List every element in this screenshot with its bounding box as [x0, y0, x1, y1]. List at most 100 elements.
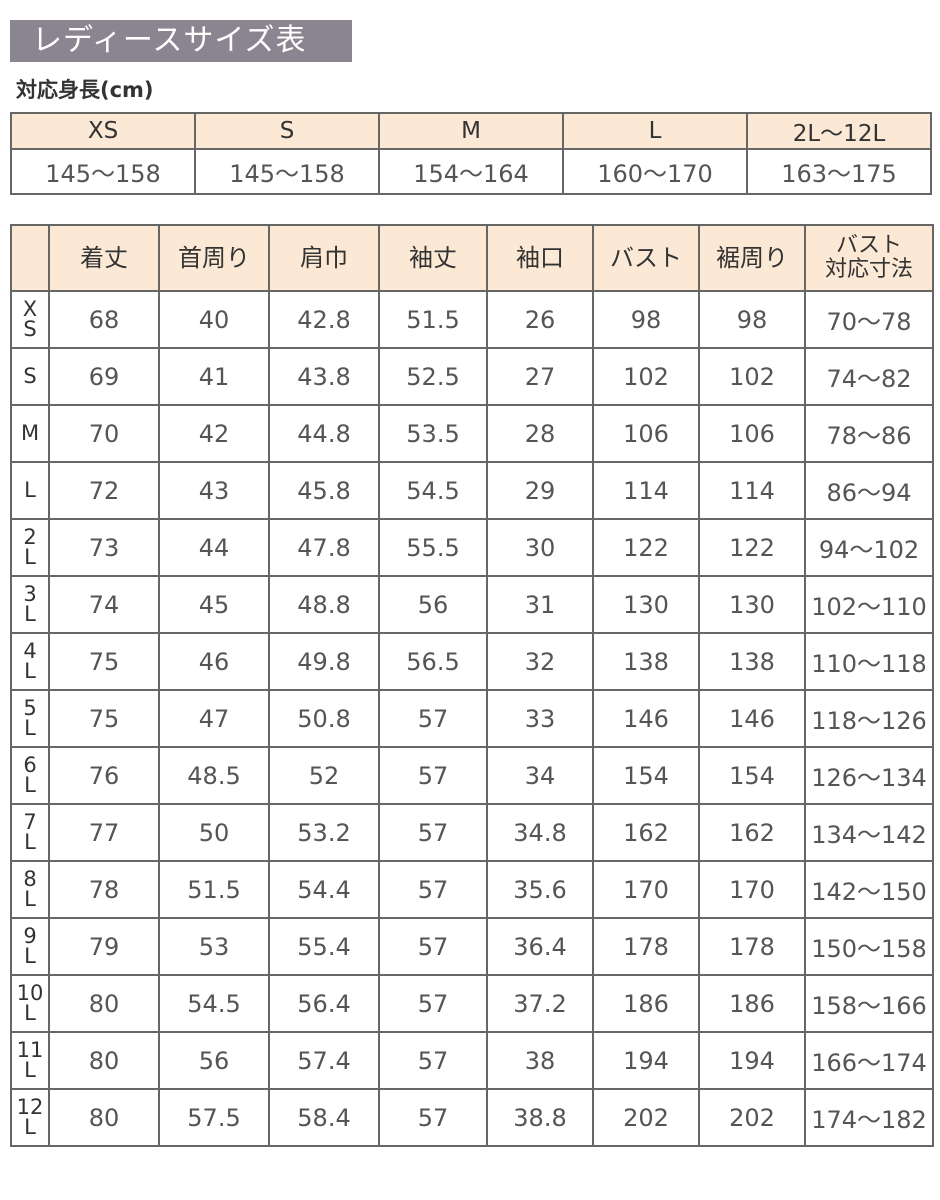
- table-cell: 68: [48, 290, 160, 349]
- table-cell: 126〜134: [804, 746, 934, 805]
- table-cell: 186: [698, 974, 806, 1033]
- table-cell: 118〜126: [804, 689, 934, 748]
- size-table: 着丈 首周り 肩巾 袖丈 袖口 バスト 裾周り バスト 対応寸法 X S 68 40 42.8 51.…: [10, 224, 934, 1147]
- table-cell: 74〜82: [804, 347, 934, 406]
- table-row: 7 L 77 50 53.2 57 34.8 162 162 134〜142: [10, 803, 934, 862]
- table-cell: 47.8: [268, 518, 380, 577]
- table-cell: 106: [698, 404, 806, 463]
- table-cell: 55.5: [378, 518, 488, 577]
- table-cell: 138: [698, 632, 806, 691]
- table-cell: 80: [48, 1031, 160, 1090]
- table-cell: 73: [48, 518, 160, 577]
- table-cell: 30: [486, 518, 594, 577]
- table-cell: 94〜102: [804, 518, 934, 577]
- height-range: 154〜164: [378, 148, 564, 195]
- size-header: XS: [10, 112, 196, 150]
- column-header: 袖丈: [378, 224, 488, 292]
- table-cell: 122: [592, 518, 700, 577]
- table-cell: 43: [158, 461, 270, 520]
- height-range: 145〜158: [10, 148, 196, 195]
- table-cell: 45.8: [268, 461, 380, 520]
- height-table: XS S M L 2L〜12L 145〜158 145〜158 154〜164 160〜170…: [10, 112, 932, 195]
- table-cell: 162: [592, 803, 700, 862]
- table-cell: 35.6: [486, 860, 594, 919]
- table-cell: 50: [158, 803, 270, 862]
- table-cell: 98: [592, 290, 700, 349]
- table-cell: 194: [592, 1031, 700, 1090]
- table-row: M 70 42 44.8 53.5 28 106 106 78〜86: [10, 404, 934, 463]
- table-cell: 50.8: [268, 689, 380, 748]
- table-cell: 130: [592, 575, 700, 634]
- table-cell: 138: [592, 632, 700, 691]
- row-size-label: X S: [10, 290, 50, 349]
- column-header: バスト: [592, 224, 700, 292]
- height-range: 145〜158: [194, 148, 380, 195]
- table-cell: 57: [378, 746, 488, 805]
- table-cell: 49.8: [268, 632, 380, 691]
- table-row: 11 L 80 56 57.4 57 38 194 194 166〜174: [10, 1031, 934, 1090]
- table-cell: 86〜94: [804, 461, 934, 520]
- row-size-label: 11 L: [10, 1031, 50, 1090]
- table-cell: 58.4: [268, 1088, 380, 1147]
- table-cell: 130: [698, 575, 806, 634]
- table-cell: 186: [592, 974, 700, 1033]
- table-row: X S 68 40 42.8 51.5 26 98 98 70〜78: [10, 290, 934, 349]
- table-cell: 54.5: [158, 974, 270, 1033]
- size-header: M: [378, 112, 564, 150]
- table-row: 4 L 75 46 49.8 56.5 32 138 138 110〜118: [10, 632, 934, 691]
- table-cell: 27: [486, 347, 594, 406]
- table-cell: 57: [378, 803, 488, 862]
- table-row: 5 L 75 47 50.8 57 33 146 146 118〜126: [10, 689, 934, 748]
- table-row: 8 L 78 51.5 54.4 57 35.6 170 170 142〜150: [10, 860, 934, 919]
- size-header: L: [562, 112, 748, 150]
- table-cell: 52: [268, 746, 380, 805]
- table-cell: 146: [698, 689, 806, 748]
- row-size-label: L: [10, 461, 50, 520]
- table-cell: 31: [486, 575, 594, 634]
- table-cell: 34: [486, 746, 594, 805]
- height-table-row: 145〜158 145〜158 154〜164 160〜170 163〜175: [10, 148, 932, 195]
- size-header: 2L〜12L: [746, 112, 932, 150]
- table-cell: 122: [698, 518, 806, 577]
- table-cell: 178: [592, 917, 700, 976]
- table-cell: 102: [698, 347, 806, 406]
- column-header: 袖口: [486, 224, 594, 292]
- table-cell: 78〜86: [804, 404, 934, 463]
- table-cell: 54.4: [268, 860, 380, 919]
- table-cell: 41: [158, 347, 270, 406]
- height-range: 163〜175: [746, 148, 932, 195]
- table-cell: 98: [698, 290, 806, 349]
- table-cell: 79: [48, 917, 160, 976]
- table-cell: 106: [592, 404, 700, 463]
- table-row: S 69 41 43.8 52.5 27 102 102 74〜82: [10, 347, 934, 406]
- table-cell: 77: [48, 803, 160, 862]
- size-table-header: 着丈 首周り 肩巾 袖丈 袖口 バスト 裾周り バスト 対応寸法: [10, 224, 934, 292]
- table-cell: 51.5: [158, 860, 270, 919]
- table-cell: 170: [698, 860, 806, 919]
- table-cell: 150〜158: [804, 917, 934, 976]
- table-cell: 44: [158, 518, 270, 577]
- table-cell: 202: [698, 1088, 806, 1147]
- column-header: 肩巾: [268, 224, 380, 292]
- table-row: 6 L 76 48.5 52 57 34 154 154 126〜134: [10, 746, 934, 805]
- table-row: 10 L 80 54.5 56.4 57 37.2 186 186 158〜166: [10, 974, 934, 1033]
- table-cell: 56: [378, 575, 488, 634]
- table-cell: 46: [158, 632, 270, 691]
- height-table-label: 対応身長(cm): [16, 78, 154, 102]
- table-cell: 75: [48, 632, 160, 691]
- column-header: バスト 対応寸法: [804, 224, 934, 292]
- table-cell: 53: [158, 917, 270, 976]
- table-cell: 166〜174: [804, 1031, 934, 1090]
- table-cell: 53.2: [268, 803, 380, 862]
- table-cell: 69: [48, 347, 160, 406]
- table-cell: 56.4: [268, 974, 380, 1033]
- table-cell: 51.5: [378, 290, 488, 349]
- table-cell: 194: [698, 1031, 806, 1090]
- table-cell: 57: [378, 974, 488, 1033]
- column-header: 着丈: [48, 224, 160, 292]
- table-cell: 74: [48, 575, 160, 634]
- table-cell: 57: [378, 860, 488, 919]
- table-cell: 33: [486, 689, 594, 748]
- table-cell: 48.5: [158, 746, 270, 805]
- table-cell: 170: [592, 860, 700, 919]
